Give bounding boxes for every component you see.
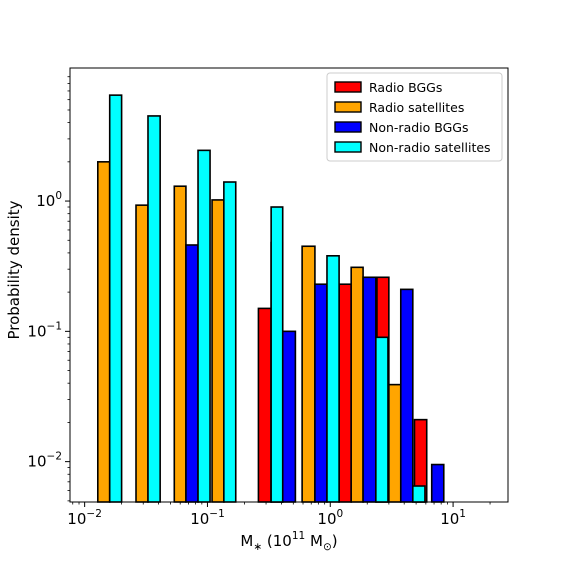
y-tick-label-0: 10−2 bbox=[27, 451, 62, 471]
legend-swatch-2 bbox=[334, 121, 362, 133]
y-axis-label: Probability density bbox=[5, 200, 23, 339]
legend-box bbox=[326, 72, 503, 162]
legend-label-1: Radio satellites bbox=[369, 100, 464, 115]
bar-non-radio-satellites-6 bbox=[375, 336, 389, 503]
bar-non-radio-satellites-3 bbox=[223, 181, 237, 503]
bar-non-radio-bggs-3 bbox=[362, 276, 377, 503]
bar-non-radio-bggs-2 bbox=[314, 283, 328, 503]
x-tick-label-2: 100 bbox=[317, 508, 343, 528]
bar-radio-satellites-7 bbox=[388, 383, 402, 503]
bar-non-radio-satellites-4 bbox=[270, 206, 284, 503]
bar-non-radio-satellites-1 bbox=[147, 115, 161, 503]
bar-radio-satellites-1 bbox=[135, 204, 149, 503]
y-tick-label-1: 10−1 bbox=[27, 320, 62, 340]
bar-non-radio-bggs-1 bbox=[281, 330, 297, 503]
x-axis-label: M∗ (1011 M⊙) bbox=[240, 530, 337, 553]
legend-label-3: Non-radio satellites bbox=[369, 140, 491, 155]
x-tick-label-1: 10−1 bbox=[190, 508, 225, 528]
bar-radio-bggs-0 bbox=[257, 307, 272, 503]
x-tick-label-0: 10−2 bbox=[67, 508, 102, 528]
plot-frame bbox=[69, 67, 509, 503]
legend-swatch-3 bbox=[334, 141, 362, 153]
x-tick-label-3: 101 bbox=[440, 508, 466, 528]
ticks-layer: 10−2 10−1 100 101 10−2 10−1 100 bbox=[27, 76, 491, 528]
bar-non-radio-satellites-2 bbox=[197, 149, 211, 503]
bar-radio-satellites-3 bbox=[211, 199, 225, 503]
bar-non-radio-satellites-5 bbox=[326, 255, 340, 503]
bar-non-radio-bggs-5 bbox=[430, 463, 445, 503]
bar-radio-satellites-6 bbox=[350, 266, 364, 503]
bar-non-radio-bggs-4 bbox=[399, 288, 414, 503]
bar-radio-bggs-1 bbox=[338, 283, 352, 503]
bar-radio-satellites-5 bbox=[301, 245, 316, 503]
bar-radio-satellites-2 bbox=[173, 185, 187, 503]
legend-swatch-0 bbox=[334, 81, 362, 93]
bar-non-radio-satellites-0 bbox=[108, 94, 123, 503]
legend-label-0: Radio BGGs bbox=[369, 80, 442, 95]
bar-non-radio-bggs-0 bbox=[185, 244, 199, 503]
bar-non-radio-satellites-7 bbox=[412, 485, 426, 503]
legend-label-2: Non-radio BGGs bbox=[369, 120, 469, 135]
bars-layer bbox=[97, 94, 445, 503]
bar-radio-satellites-0 bbox=[97, 161, 111, 503]
y-tick-label-2: 100 bbox=[36, 190, 62, 210]
legend: Radio BGGs Radio satellites Non-radio BGGs… bbox=[326, 72, 503, 162]
legend-swatch-1 bbox=[334, 101, 362, 113]
